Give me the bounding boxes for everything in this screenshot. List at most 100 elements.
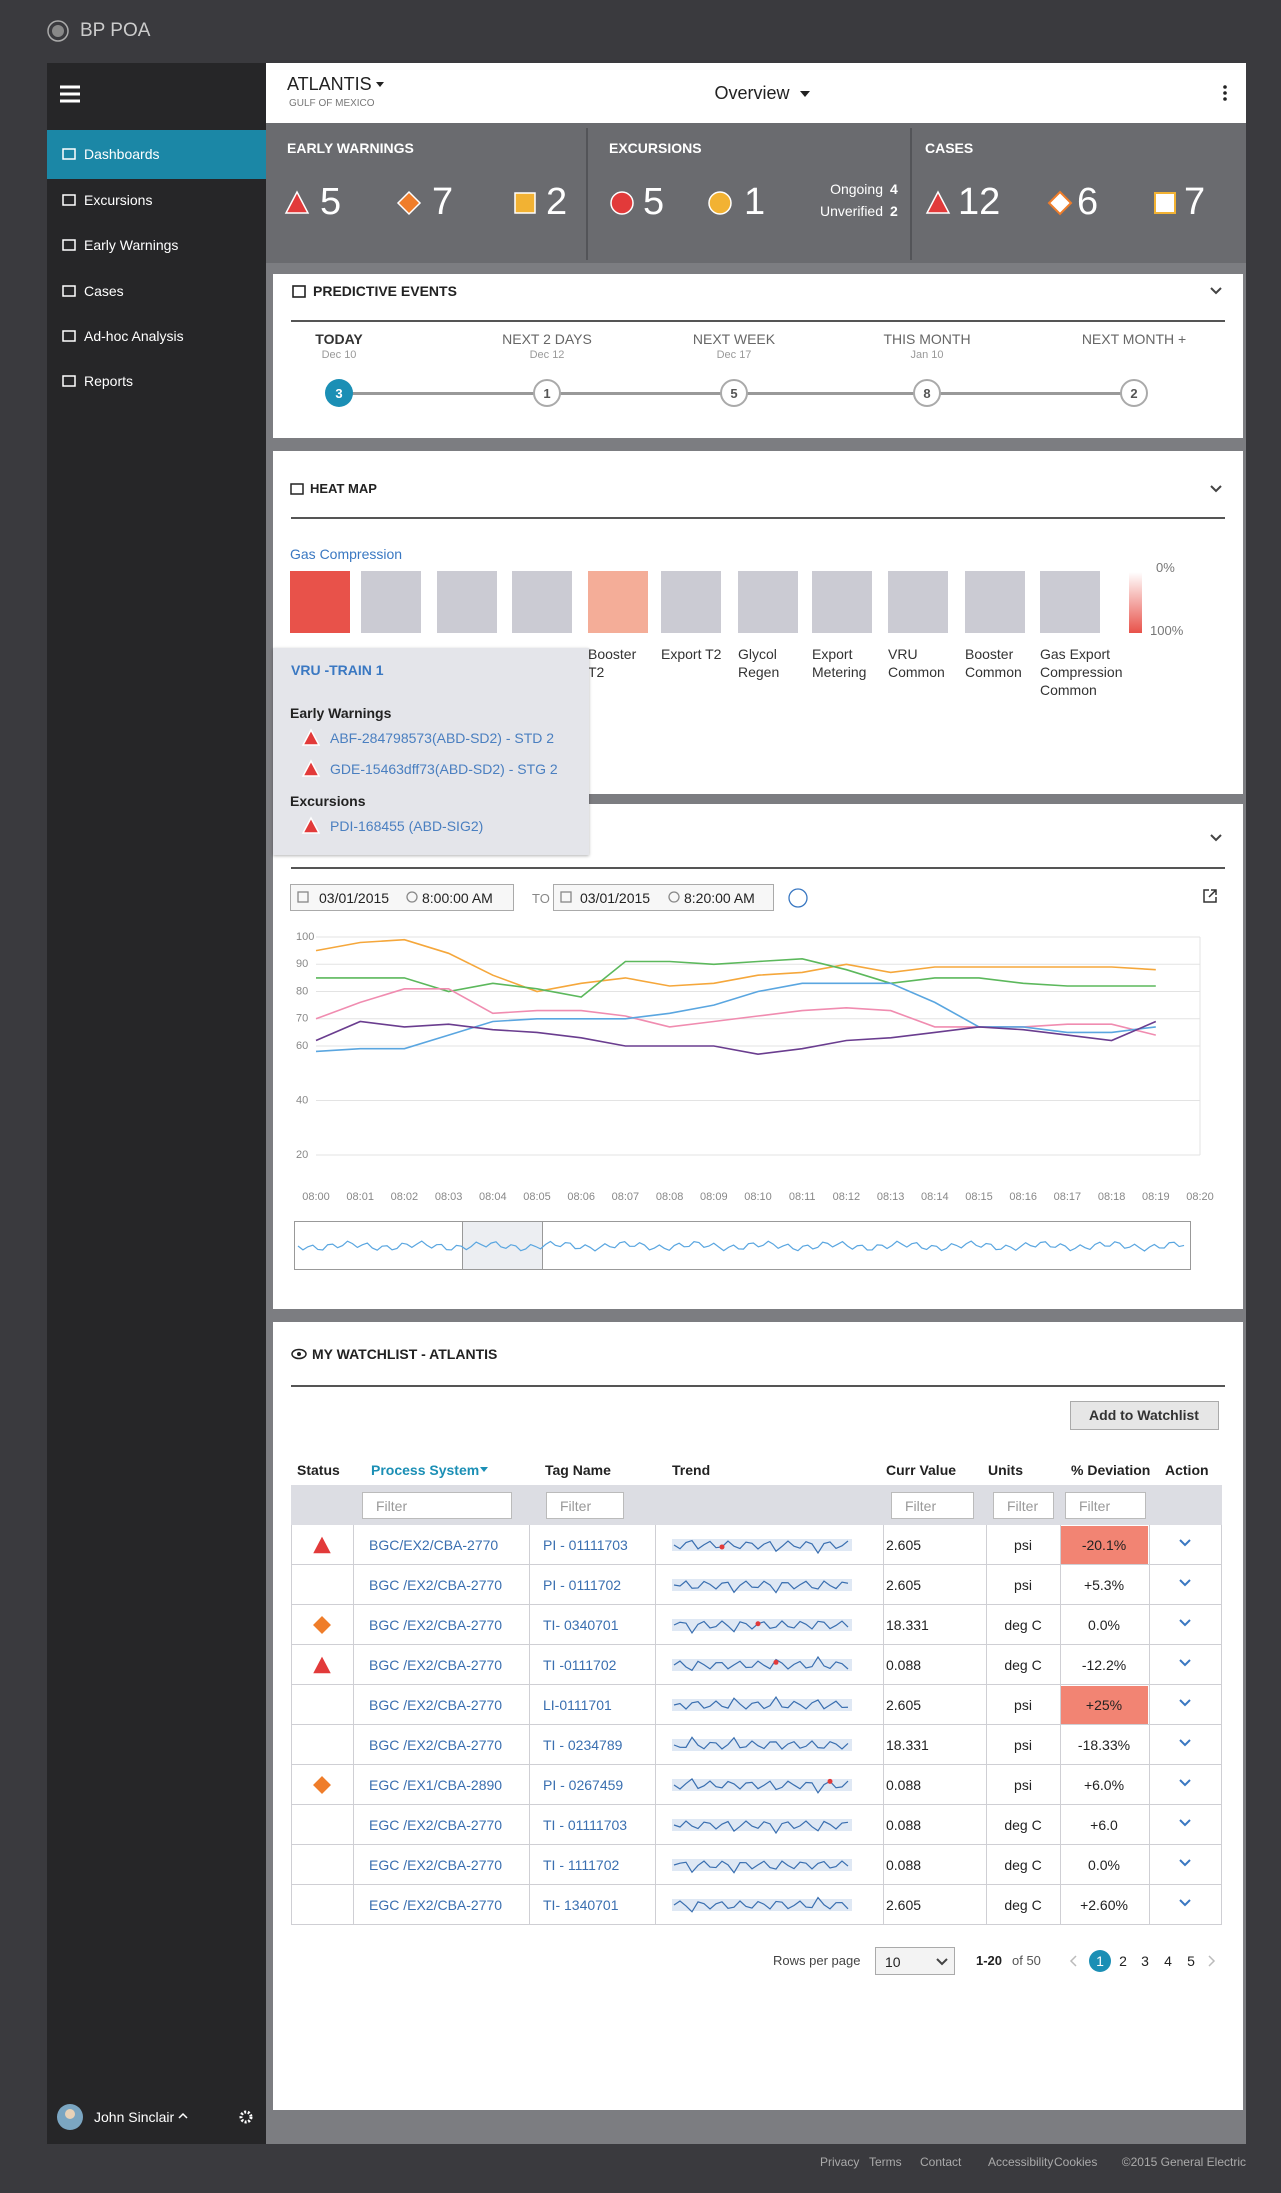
tag-name[interactable]: TI- 0340701 — [543, 1616, 619, 1633]
process-system[interactable]: BGC /EX2/CBA-2770 — [369, 1736, 503, 1753]
column-header[interactable]: Process System — [371, 1461, 480, 1478]
step-circle[interactable] — [533, 379, 561, 407]
tag-name[interactable]: TI - 01111703 — [543, 1816, 628, 1833]
heat-cell[interactable] — [1040, 571, 1100, 633]
filter-input[interactable] — [1065, 1492, 1146, 1519]
process-system[interactable]: EGC /EX2/CBA-2770 — [369, 1856, 503, 1873]
tag-name[interactable]: PI - 01111703 — [543, 1536, 628, 1553]
tag-name[interactable]: TI -0111702 — [543, 1656, 617, 1673]
step-circle[interactable] — [1120, 379, 1148, 407]
chevron — [1179, 1899, 1191, 1907]
footer-link[interactable]: Contact — [920, 2154, 962, 2169]
chevron-icon — [1179, 1739, 1191, 1747]
tag-name[interactable]: LI-0111701 — [543, 1696, 612, 1713]
heat-cell[interactable] — [361, 571, 421, 633]
nav-item[interactable]: Excursions — [84, 191, 153, 208]
tag-name[interactable]: TI - 0234789 — [543, 1736, 623, 1753]
summary-band — [266, 123, 1246, 263]
kebab-dot — [1223, 85, 1227, 89]
cell-border — [1060, 1605, 1061, 1645]
heat-cell[interactable] — [812, 571, 872, 633]
nav-item[interactable]: Reports — [84, 372, 134, 389]
cell-border — [883, 1565, 884, 1605]
sidebar — [47, 63, 266, 2144]
filter-input[interactable] — [362, 1492, 512, 1519]
column-header: % Deviation — [1071, 1461, 1151, 1478]
heat-cell[interactable] — [437, 571, 497, 633]
site-name[interactable]: ATLANTIS — [287, 74, 372, 95]
process-system[interactable]: EGC /EX2/CBA-2770 — [369, 1896, 503, 1913]
heat-label: Booster Common — [965, 646, 1022, 681]
process-system[interactable]: EGC /EX2/CBA-2770 — [369, 1816, 503, 1833]
process-system[interactable]: EGC /EX1/CBA-2890 — [369, 1776, 503, 1793]
app-title: BP POA — [80, 19, 151, 41]
filter-input[interactable] — [993, 1492, 1054, 1519]
heat-cell[interactable] — [888, 571, 948, 633]
nav-glyph — [62, 239, 76, 251]
button[interactable] — [1070, 1401, 1219, 1430]
heat-cell[interactable] — [290, 571, 350, 633]
step-circle[interactable] — [913, 379, 941, 407]
filter-input[interactable] — [891, 1492, 974, 1519]
nav-item[interactable]: Cases — [84, 282, 124, 299]
footer-link[interactable]: Terms — [869, 2154, 902, 2169]
diamond-icon — [310, 1613, 334, 1637]
footer-link[interactable]: Cookies — [1054, 2154, 1098, 2169]
step-circle[interactable] — [325, 379, 353, 407]
filter-input[interactable] — [546, 1492, 624, 1519]
process-system[interactable]: BGC /EX2/CBA-2770 — [369, 1616, 503, 1633]
cell-border — [986, 1685, 987, 1725]
icon — [301, 759, 321, 777]
logo-circle — [47, 20, 69, 42]
nav-icon — [62, 239, 76, 251]
tag-name[interactable]: TI - 1111702 — [543, 1856, 620, 1873]
process-system[interactable]: BGC /EX2/CBA-2770 — [369, 1696, 503, 1713]
nav-item[interactable]: Ad-hoc Analysis — [84, 327, 184, 344]
footer-link[interactable]: Accessibility — [988, 2154, 1054, 2169]
spark-line — [673, 1896, 849, 1913]
page-range: 1-20 — [976, 1953, 1003, 1969]
page-number[interactable]: 2 — [1119, 1952, 1127, 1969]
tag-name[interactable]: PI - 0111702 — [543, 1576, 622, 1593]
spark-band — [672, 1779, 852, 1791]
rows-select[interactable] — [875, 1947, 955, 1975]
tooltip-item[interactable]: GDE-15463dff73(ABD-SD2) - STG 2 — [330, 760, 558, 777]
menu-bar — [60, 85, 80, 89]
chevron — [1210, 287, 1222, 295]
page-number[interactable]: 5 — [1187, 1952, 1195, 1969]
process-system[interactable]: BGC/EX2/CBA-2770 — [369, 1536, 499, 1553]
cell-border — [529, 1765, 530, 1805]
cell-border — [655, 1765, 656, 1805]
page-number[interactable]: 3 — [1141, 1952, 1149, 1969]
x-tick-label: 08:17 — [1054, 1191, 1082, 1203]
cell-border — [655, 1645, 656, 1685]
kebab-icon — [1223, 85, 1227, 101]
column-header: Trend — [672, 1461, 711, 1478]
nav-item[interactable]: Dashboards — [84, 145, 160, 162]
chevron-icon — [1179, 1699, 1191, 1707]
cell-border — [353, 1525, 354, 1565]
heat-cell[interactable] — [588, 571, 648, 633]
user-name[interactable]: John Sinclair — [94, 2108, 175, 2125]
view-select[interactable]: Overview — [714, 83, 790, 104]
footer-link[interactable]: Privacy — [820, 2154, 860, 2169]
heat-cell[interactable] — [512, 571, 572, 633]
process-system[interactable]: BGC /EX2/CBA-2770 — [369, 1576, 503, 1593]
tooltip-item[interactable]: ABF-284798573(ABD-SD2) - STD 2 — [330, 729, 555, 746]
heat-cell[interactable] — [965, 571, 1025, 633]
heat-cell[interactable] — [661, 571, 721, 633]
heat-group: Gas Compression — [290, 545, 403, 562]
tooltip-item[interactable]: PDI-168455 (ABD-SIG2) — [330, 817, 484, 834]
process-system[interactable]: BGC /EX2/CBA-2770 — [369, 1656, 503, 1673]
step-count: 1 — [543, 386, 551, 402]
page-number[interactable]: 4 — [1164, 1952, 1172, 1969]
tag-name[interactable]: PI - 0267459 — [543, 1776, 624, 1793]
button-label[interactable]: Add to Watchlist — [1089, 1406, 1199, 1423]
tag-name[interactable]: TI- 1340701 — [543, 1896, 619, 1913]
nav-item[interactable]: Early Warnings — [84, 236, 179, 253]
heat-label: Export Metering — [812, 646, 867, 681]
heat-cell[interactable] — [738, 571, 798, 633]
page-number[interactable]: 1 — [1096, 1952, 1104, 1969]
nav-icon — [62, 148, 76, 160]
step-circle[interactable] — [720, 379, 748, 407]
